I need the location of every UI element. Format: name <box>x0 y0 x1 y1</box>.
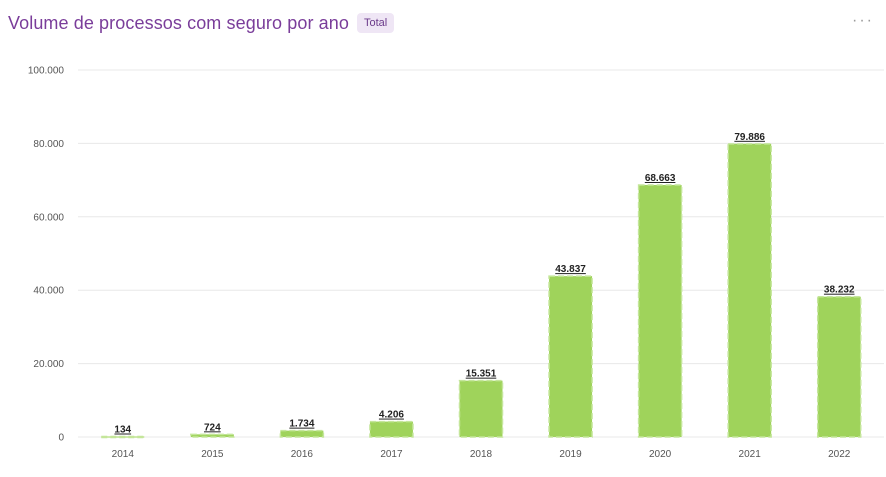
x-tick-label-2015: 2015 <box>201 449 224 460</box>
data-label-2021: 79.886 <box>734 132 765 143</box>
x-tick-label-2022: 2022 <box>828 449 851 460</box>
y-tick-label: 80.000 <box>33 139 64 150</box>
bar-2014[interactable] <box>100 435 146 439</box>
data-label-2017: 4.206 <box>379 410 404 421</box>
x-tick-label-2020: 2020 <box>649 449 672 460</box>
bar-2021[interactable] <box>727 143 772 438</box>
data-label-2014: 134 <box>114 425 131 436</box>
y-tick-label: 100.000 <box>28 66 65 77</box>
x-tick-label-2014: 2014 <box>112 449 135 460</box>
more-options-icon[interactable]: ··· <box>852 12 874 29</box>
bar-2018[interactable] <box>458 379 504 438</box>
bar-2017[interactable] <box>369 420 414 438</box>
bar-2019[interactable] <box>548 275 593 438</box>
data-label-2015: 724 <box>204 422 221 433</box>
data-label-2018: 15.351 <box>466 369 497 380</box>
data-label-2020: 68.663 <box>645 173 676 184</box>
bar-2022[interactable] <box>816 295 862 438</box>
x-tick-label-2021: 2021 <box>739 449 762 460</box>
y-tick-label: 0 <box>58 433 64 444</box>
bar-2015[interactable] <box>190 433 235 438</box>
x-tick-label-2019: 2019 <box>559 449 582 460</box>
chart-header: Volume de processos com seguro por ano T… <box>8 10 876 36</box>
x-tick-label-2018: 2018 <box>470 449 493 460</box>
total-badge[interactable]: Total <box>357 13 395 33</box>
data-label-2016: 1.734 <box>289 419 314 430</box>
bar-2016[interactable] <box>279 429 325 438</box>
x-tick-label-2017: 2017 <box>380 449 403 460</box>
y-tick-label: 40.000 <box>33 286 64 297</box>
bar-2020[interactable] <box>637 184 683 438</box>
y-tick-label: 20.000 <box>33 359 64 370</box>
x-tick-label-2016: 2016 <box>291 449 314 460</box>
chart-title: Volume de processos com seguro por ano <box>8 12 349 33</box>
y-tick-label: 60.000 <box>33 212 64 223</box>
data-label-2019: 43.837 <box>555 264 586 275</box>
data-label-2022: 38.232 <box>824 285 855 296</box>
